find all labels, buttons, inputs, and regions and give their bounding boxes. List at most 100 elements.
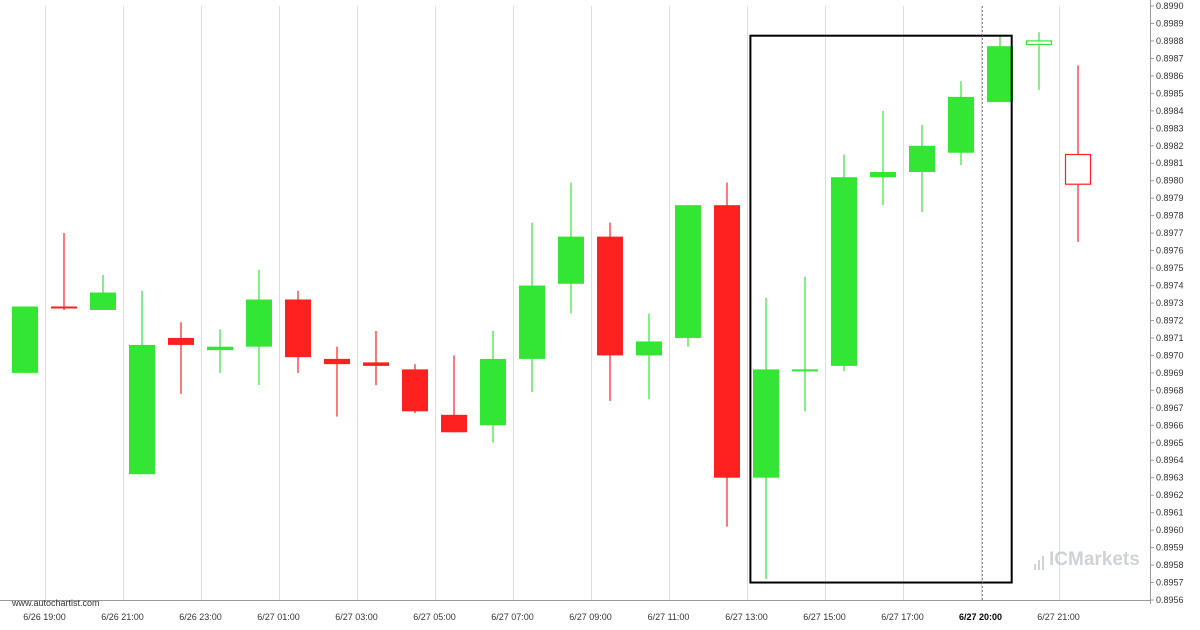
- candle: [831, 154, 857, 372]
- price-tick-label: 0.8978: [1156, 211, 1184, 221]
- candle-body: [1025, 40, 1053, 46]
- candle-body: [1064, 153, 1092, 185]
- time-tick-label: 6/27 13:00: [725, 612, 768, 622]
- price-tick-label: 0.8977: [1156, 228, 1184, 238]
- candle: [1064, 65, 1092, 242]
- candle-body: [363, 362, 389, 366]
- price-tick-label: 0.8973: [1156, 298, 1184, 308]
- price-tick-label: 0.8984: [1156, 106, 1184, 116]
- price-tick-label: 0.8976: [1156, 246, 1184, 256]
- price-axis: 0.8956 0.8957 0.8958 0.8959 0.8960 0.8961 0.89…: [1150, 0, 1184, 605]
- price-tick-label: 0.8983: [1156, 123, 1184, 133]
- price-tick-label: 0.8988: [1156, 36, 1184, 46]
- candle-body: [675, 205, 701, 338]
- price-tick-label: 0.8957: [1156, 578, 1184, 588]
- candles: [12, 32, 1092, 580]
- candle-body: [636, 341, 662, 356]
- price-tick-label: 0.8961: [1156, 508, 1184, 518]
- brand-bars-icon: [1034, 556, 1044, 570]
- price-tick-label: 0.8968: [1156, 385, 1184, 395]
- candle-body: [792, 369, 818, 372]
- price-tick-label: 0.8960: [1156, 525, 1184, 535]
- price-tick-label: 0.8987: [1156, 53, 1184, 63]
- candle-body: [519, 285, 545, 359]
- candle: [948, 81, 974, 165]
- pattern-box: [749, 34, 1013, 584]
- price-tick-label: 0.8980: [1156, 176, 1184, 186]
- candle: [51, 233, 77, 310]
- candle-body: [402, 369, 428, 412]
- time-tick-label: 6/27 07:00: [491, 612, 534, 622]
- candle: [129, 290, 155, 475]
- candle: [441, 355, 467, 433]
- price-tick-label: 0.8975: [1156, 263, 1184, 273]
- candle-body: [714, 205, 740, 478]
- price-tick-label: 0.8967: [1156, 403, 1184, 413]
- candle: [519, 222, 545, 393]
- candle: [168, 322, 194, 394]
- price-tick-label: 0.8962: [1156, 490, 1184, 500]
- candle: [714, 182, 740, 527]
- candle: [285, 290, 311, 373]
- candle-body: [129, 344, 155, 475]
- time-tick-label: 6/27 11:00: [648, 612, 690, 622]
- price-tick-label: 0.8981: [1156, 158, 1184, 168]
- price-tick-label: 0.8958: [1156, 560, 1184, 570]
- candle-body: [987, 46, 1013, 103]
- watermark-text: www.autochartist.com: [12, 598, 100, 608]
- price-tick-label: 0.8982: [1156, 141, 1184, 151]
- candle: [987, 35, 1013, 103]
- candle-body: [207, 346, 233, 351]
- price-tick-label: 0.8990: [1156, 1, 1184, 11]
- candle: [675, 205, 701, 347]
- candle: [558, 182, 584, 314]
- candle-body: [558, 236, 584, 284]
- price-tick-label: 0.8966: [1156, 420, 1184, 430]
- candle: [90, 275, 116, 310]
- candle-body: [324, 358, 350, 365]
- time-tick-label: 6/27 15:00: [803, 612, 846, 622]
- candle-body: [168, 337, 194, 345]
- price-tick-label: 0.8972: [1156, 315, 1184, 325]
- candle-body: [285, 299, 311, 358]
- candle: [909, 124, 935, 213]
- candle: [363, 330, 389, 386]
- price-tick-label: 0.8956: [1156, 595, 1184, 605]
- time-tick-label: 6/26 19:00: [23, 612, 66, 622]
- candle: [1025, 32, 1053, 90]
- candle-body: [753, 369, 779, 478]
- time-tick-label: 6/27 05:00: [413, 612, 456, 622]
- time-tick-label: 6/27 01:00: [257, 612, 300, 622]
- candle: [246, 269, 272, 386]
- price-tick-label: 0.8974: [1156, 281, 1184, 291]
- candle-body: [597, 236, 623, 356]
- candle: [753, 297, 779, 580]
- candle: [12, 306, 38, 373]
- candle: [870, 110, 896, 206]
- time-axis: 6/26 19:00 6/26 21:00 6/26 23:00 6/27 01:00…: [0, 600, 1150, 622]
- price-tick-label: 0.8985: [1156, 88, 1184, 98]
- candle-body: [246, 299, 272, 347]
- candle-body: [441, 414, 467, 433]
- candle-body: [870, 171, 896, 178]
- candle: [480, 330, 506, 443]
- candle-body: [480, 358, 506, 426]
- price-tick-label: 0.8969: [1156, 368, 1184, 378]
- candle-body: [90, 292, 116, 310]
- price-tick-label: 0.8959: [1156, 543, 1184, 553]
- candle: [792, 276, 818, 412]
- price-tick-label: 0.8965: [1156, 438, 1184, 448]
- time-tick-label: 6/26 23:00: [179, 612, 222, 622]
- brand-name: ICMarkets: [1049, 549, 1140, 570]
- time-tick-label: 6/26 21:00: [101, 612, 144, 622]
- candle: [636, 313, 662, 400]
- pattern-overlay: [749, 6, 1013, 600]
- grid-lines: [45, 6, 1060, 600]
- candle-body: [831, 177, 857, 366]
- candle: [402, 364, 428, 414]
- candle: [207, 329, 233, 373]
- time-tick-label: 6/27 03:00: [335, 612, 378, 622]
- candle: [324, 346, 350, 417]
- price-tick-label: 0.8964: [1156, 455, 1184, 465]
- price-tick-label: 0.8989: [1156, 18, 1184, 28]
